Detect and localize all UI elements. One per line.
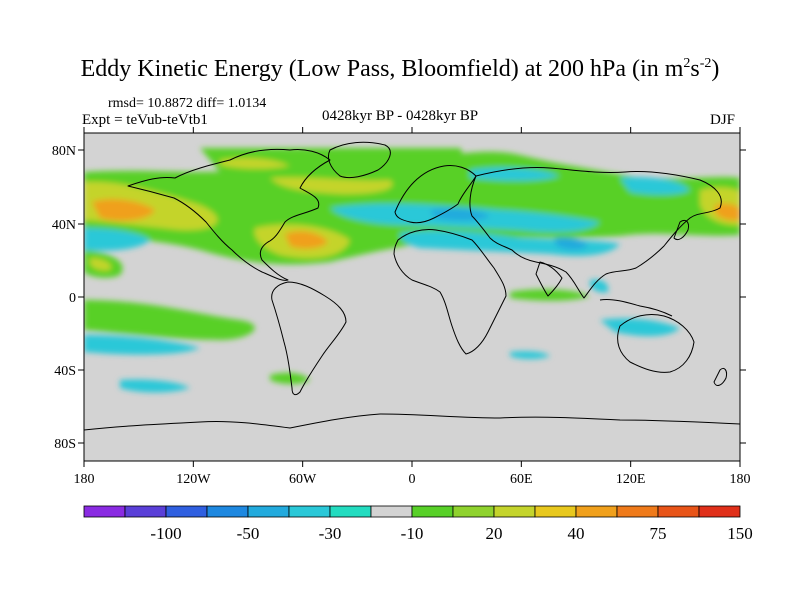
colorbar-swatch [329,505,372,518]
japan-coast [673,219,689,241]
lat-tick-label: 80N [52,144,76,159]
colorbar-label: -30 [319,524,342,543]
season-label: DJF [710,112,736,128]
lon-tick-label: 60W [289,472,317,487]
sh-band [84,300,255,340]
latitude-axis: 80N 40N 0 40S 80S [52,144,746,452]
south-america-coast [271,281,347,396]
india-coast [535,261,563,297]
greenland-coast [327,141,391,179]
colorbar-label: 20 [486,524,503,543]
colorbar-swatch [288,505,331,518]
colorbar-swatch [370,505,413,518]
lon-tick-label: 0 [409,472,416,487]
lon-tick-label: 180 [730,472,751,487]
lon-tick-label: 60E [510,472,533,487]
europe-coast [394,165,477,224]
colorbar-label: 150 [727,524,753,543]
negative-band [600,318,680,337]
colorbar-swatch [165,505,208,518]
colorbar-swatch [124,505,167,518]
negative-band [620,177,690,195]
lat-tick-label: 40N [52,218,76,233]
negative-core [555,237,588,250]
negative-band [399,230,620,256]
colorbar-label: -10 [401,524,424,543]
negative-band [510,351,550,359]
colorbar-label: 75 [650,524,667,543]
tropical-core [90,258,112,271]
indonesia-coast [599,299,673,317]
colorbar-label: -50 [237,524,260,543]
period-label: 0428kyr BP - 0428kyr BP [322,108,479,124]
australia-coast [617,313,695,373]
nh-high-core [220,157,290,169]
sh-band [510,289,590,301]
nh-max-core [285,231,328,249]
stats-label: rmsd= 10.8872 diff= 1.0134 [108,96,267,111]
lat-tick-label: 40S [54,364,76,379]
plot-title: Eddy Kinetic Energy (Low Pass, Bloomfiel… [80,56,720,82]
colorbar-swatch [534,505,577,518]
negative-band [84,228,150,251]
colorbar-swatch [698,505,741,518]
coastlines [84,141,740,431]
colorbar: -100 -50 -30 -10 20 40 75 150 [83,505,753,543]
lat-tick-label: 0 [69,291,76,306]
negative-band [84,335,200,355]
nh-max-core [92,199,155,221]
asia-coast [469,167,722,299]
antarctica-coast [84,413,740,431]
colorbar-swatch [83,505,126,518]
negative-core [430,208,490,221]
colorbar-swatch [493,505,536,518]
longitude-axis: 180 120W 60W 0 60E 120E 180 [74,127,751,487]
colorbar-label: -100 [150,524,181,543]
colorbar-swatch [452,505,495,518]
negative-band [590,279,609,293]
colorbar-label: 40 [568,524,585,543]
negative-band [120,379,190,393]
sh-band [270,372,310,385]
colorbar-swatch [411,505,454,518]
lat-tick-label: 80S [54,437,76,452]
experiment-label: Expt = teVub-teVtb1 [82,112,208,128]
new-zealand-coast [713,367,727,386]
colorbar-swatch [575,505,618,518]
energy-field [84,141,740,431]
nh-max-core [715,203,740,221]
lon-tick-label: 180 [74,472,95,487]
colorbar-swatch [247,505,290,518]
colorbar-swatch [616,505,659,518]
negative-band [470,167,560,181]
north-america-coast [127,148,331,281]
colorbar-swatch [206,505,249,518]
lon-tick-label: 120W [176,472,211,487]
africa-coast [393,229,507,355]
colorbar-swatch [657,505,700,518]
lon-tick-label: 120E [616,472,646,487]
nh-high-core [270,177,393,195]
